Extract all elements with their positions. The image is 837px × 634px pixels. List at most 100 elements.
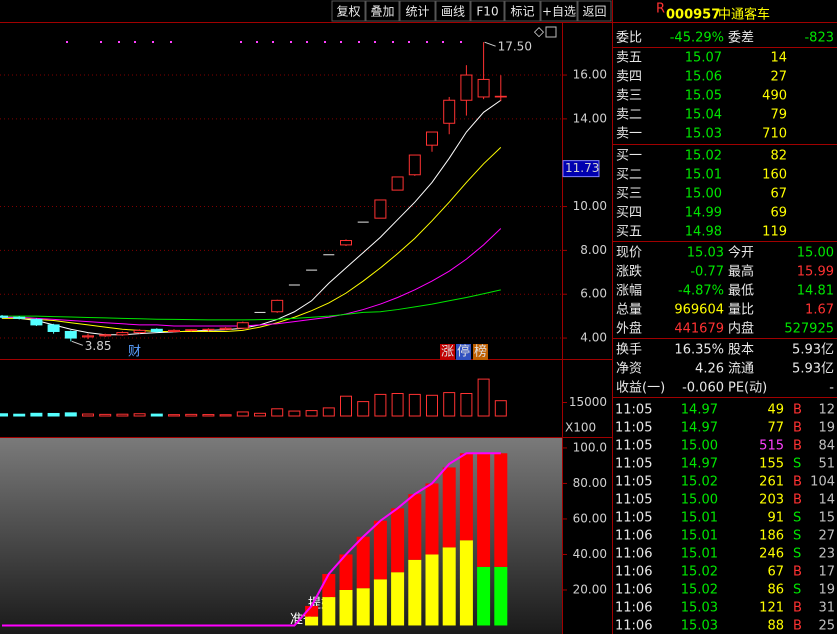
book-volume: 490	[762, 89, 787, 104]
toolbar-label[interactable]: 统计	[405, 5, 429, 19]
candle-body	[426, 131, 438, 146]
book-volume: 67	[770, 187, 787, 202]
volume-bar	[133, 413, 146, 417]
field-label: 最高	[728, 264, 754, 280]
volume-bar	[150, 413, 163, 417]
toolbar-button[interactable]	[577, 0, 612, 22]
candle-body	[477, 78, 490, 98]
book-volume: 160	[762, 168, 787, 183]
tick-volume: 49	[767, 403, 784, 418]
field-label: PE(动)	[728, 381, 767, 396]
field-value: 527925	[784, 322, 834, 337]
tick-side: B	[793, 421, 802, 436]
toolbar-label[interactable]: 标记	[510, 5, 534, 19]
field-label: 换手	[616, 343, 642, 358]
badge-bg	[440, 344, 455, 360]
field-label: 外盘	[616, 321, 642, 337]
toolbar-label[interactable]: 叠加	[370, 5, 394, 19]
toolbar-button[interactable]	[331, 0, 366, 22]
tick-count: 15	[818, 511, 835, 526]
volume-bar	[202, 414, 215, 417]
volume-bar	[236, 411, 249, 417]
toolbar-button[interactable]	[365, 0, 400, 22]
volume-bar	[305, 410, 318, 417]
tick-volume: 121	[759, 601, 784, 616]
tick-count: 17	[818, 565, 835, 580]
field-value: 15.99	[797, 265, 834, 280]
indicator-bar	[391, 572, 405, 626]
indicator-bar	[459, 453, 473, 541]
toolbar-label[interactable]: 画线	[441, 5, 465, 19]
toolbar-button[interactable]	[470, 0, 505, 22]
tick-time: 11:05	[615, 511, 652, 526]
volume-bar	[30, 412, 43, 417]
moving-average	[2, 147, 502, 332]
book-price: 14.99	[685, 206, 722, 221]
y-tick-label: 60.00	[573, 511, 607, 525]
tick-count: 23	[818, 547, 835, 562]
y-tick-label: 6.00	[580, 287, 607, 301]
indicator-bar	[373, 579, 387, 626]
icon[interactable]	[545, 26, 557, 38]
book-label: 买一	[616, 149, 642, 164]
field-value: 969604	[674, 303, 724, 318]
tick-side: S	[793, 583, 801, 598]
book-price: 15.01	[685, 168, 722, 183]
tick-time: 11:05	[615, 421, 652, 436]
badge: 榜	[474, 344, 487, 360]
volume-bar	[477, 378, 490, 417]
book-label: 卖四	[616, 70, 642, 85]
tick-count: 31	[818, 601, 835, 616]
volume-bar	[391, 393, 404, 417]
toolbar-button[interactable]	[435, 0, 471, 22]
icon[interactable]: ◇	[534, 25, 544, 40]
toolbar-label[interactable]: 复权	[336, 5, 360, 19]
field-value: 1.67	[805, 303, 834, 318]
tick-time: 11:06	[615, 565, 652, 580]
field-label: 涨跌	[616, 264, 642, 280]
tick-side: B	[793, 601, 802, 616]
tick-count: 27	[818, 529, 835, 544]
annotation-arrow	[71, 340, 83, 346]
candle-body	[150, 328, 163, 332]
badge-bg	[473, 344, 488, 360]
y-tick-label: 14.00	[573, 111, 607, 125]
field-value: 441679	[674, 322, 724, 337]
volume-bar	[460, 393, 473, 417]
volume-bar	[443, 392, 456, 417]
volume-bar	[219, 414, 232, 417]
field-value: -823	[804, 31, 834, 46]
toolbar-label[interactable]: F10	[476, 5, 498, 19]
tick-side: S	[793, 457, 801, 472]
volume-bar	[426, 394, 438, 417]
tick-volume: 88	[767, 619, 784, 634]
tick-time: 11:05	[615, 403, 652, 418]
volume-bar	[374, 393, 387, 417]
field-label: 现价	[616, 246, 642, 261]
indicator-bar	[494, 453, 508, 567]
moving-average	[1, 99, 502, 336]
toolbar-label[interactable]: 返回	[582, 5, 606, 19]
tick-count: 51	[818, 457, 835, 472]
toolbar-button[interactable]	[504, 0, 541, 22]
book-price: 14.98	[685, 225, 722, 240]
toolbar-button[interactable]	[399, 0, 436, 22]
tick-count: 84	[818, 439, 835, 454]
tick-time: 11:06	[615, 619, 652, 634]
volume-bar	[271, 408, 284, 417]
tick-volume: 77	[767, 421, 784, 436]
indicator-bar	[356, 536, 370, 589]
field-value: -45.29%	[670, 31, 724, 46]
indicator-bar	[477, 453, 491, 567]
book-volume: 119	[762, 225, 787, 240]
tick-price: 15.00	[681, 493, 718, 508]
toolbar-label[interactable]: +自选	[542, 5, 576, 19]
toolbar-button[interactable]	[540, 0, 578, 22]
tick-volume: 246	[759, 547, 784, 562]
y-tick-label: 40.00	[573, 547, 607, 561]
volume-bar	[288, 410, 301, 417]
tick-volume: 515	[759, 439, 784, 454]
candle-body	[99, 334, 112, 337]
volume-bar	[82, 413, 94, 417]
tick-price: 15.03	[681, 619, 718, 634]
